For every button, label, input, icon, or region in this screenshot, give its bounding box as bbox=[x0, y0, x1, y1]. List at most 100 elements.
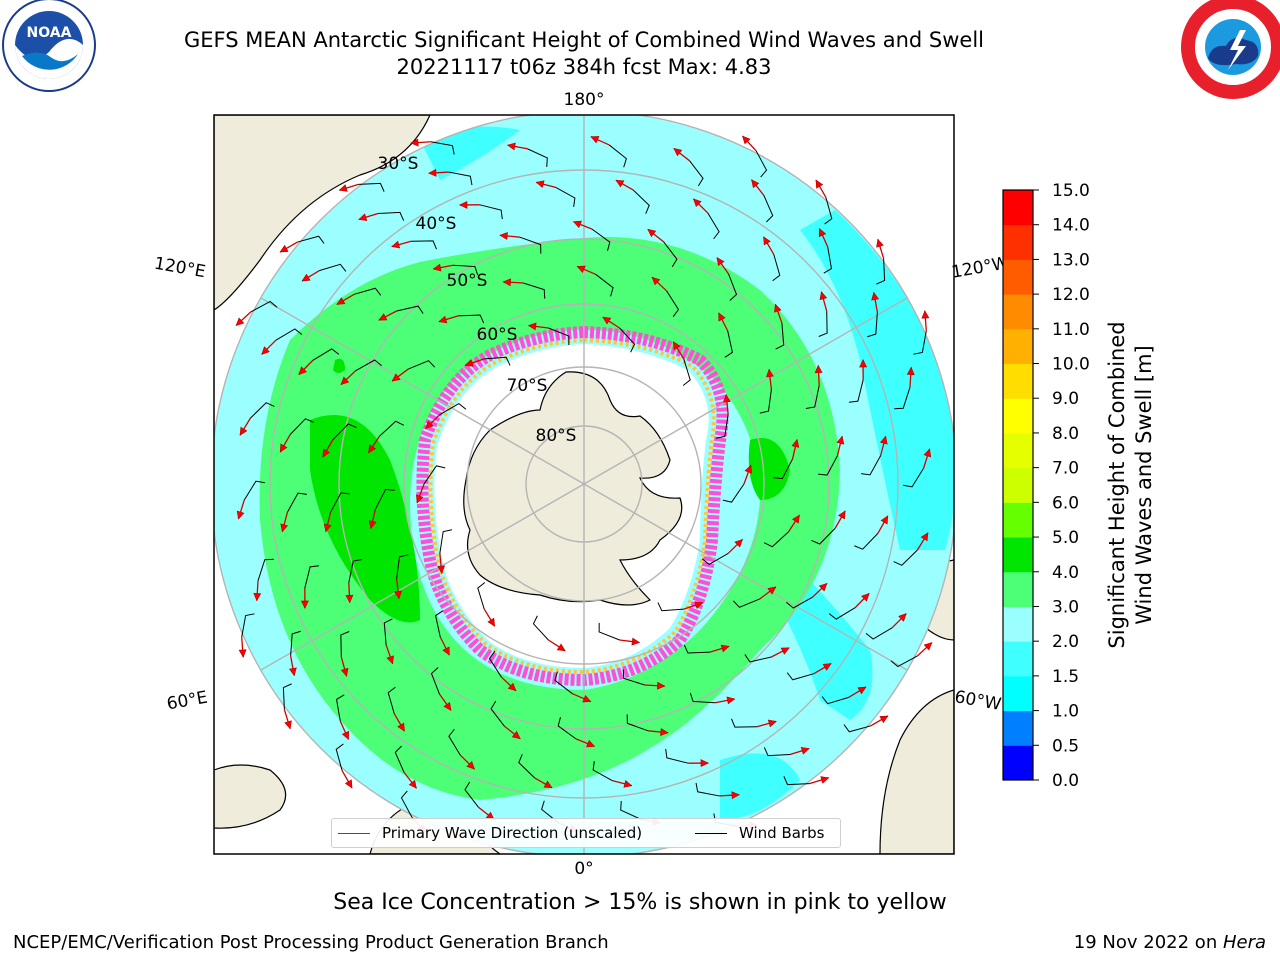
wind-barb bbox=[724, 330, 733, 358]
wave-direction-arrowhead bbox=[499, 232, 508, 240]
wave-direction-arrowhead bbox=[506, 142, 516, 151]
legend-item-wave-direction: Primary Wave Direction (unscaled) bbox=[338, 824, 642, 842]
footer-date-text: 19 Nov 2022 on bbox=[1073, 932, 1223, 953]
colorbar-frame bbox=[1002, 189, 1034, 781]
wind-barb bbox=[701, 552, 729, 565]
wave-direction-arrowhead bbox=[718, 312, 726, 322]
wave-direction-arrowhead bbox=[323, 523, 332, 533]
wind-barb bbox=[379, 420, 405, 437]
wind-barb bbox=[773, 458, 793, 480]
wind-barb bbox=[408, 360, 436, 370]
colorbar: 0.0 0.5 1.0 1.5 2.0 3.0 4.0 5.0 6.0 7.0 8.0 9.0 10.0… bbox=[1002, 181, 1090, 791]
wave-direction-arrowhead bbox=[673, 148, 683, 157]
wave-direction-arrowhead bbox=[358, 213, 368, 221]
lat-label-80s: 80°S bbox=[536, 426, 577, 446]
wind-barb bbox=[786, 596, 813, 609]
wind-barb bbox=[439, 529, 453, 554]
wind-barb bbox=[452, 264, 479, 276]
wind-barb bbox=[763, 531, 789, 548]
wind-barb bbox=[332, 423, 357, 441]
wave-direction-arrowhead bbox=[586, 739, 596, 748]
wind-barb bbox=[786, 672, 814, 681]
wave-direction-arrowhead bbox=[464, 359, 474, 367]
colorbar-tick-label: 0.5 bbox=[1052, 736, 1079, 756]
wave-direction-arrowhead bbox=[876, 238, 884, 248]
wave-direction-arrowhead bbox=[623, 779, 633, 788]
wave-direction-arrowhead bbox=[815, 179, 824, 189]
wave-direction-arrowhead bbox=[572, 220, 582, 229]
wave-direction-arrowhead bbox=[543, 780, 553, 789]
wave-direction-arrowhead bbox=[734, 538, 743, 548]
wave-direction-arrowhead bbox=[238, 649, 247, 658]
wind-barb bbox=[423, 465, 446, 485]
wave-direction-arrowhead bbox=[722, 393, 731, 403]
wave-direction-arrowhead bbox=[253, 592, 262, 602]
wind-barb bbox=[519, 236, 542, 254]
wave-direction-arrowhead bbox=[487, 617, 496, 627]
wave-direction-arrowhead bbox=[301, 273, 311, 282]
footer-credit: NCEP/EMC/Verification Post Processing Pr… bbox=[13, 932, 609, 953]
wave-direction-arrowhead bbox=[428, 168, 437, 177]
wave-direction-arrowhead bbox=[602, 316, 612, 325]
wave-direction-arrowhead bbox=[298, 366, 307, 375]
colorbar-tick-label: 12.0 bbox=[1052, 285, 1090, 305]
colorbar-tick-label: 0.0 bbox=[1052, 771, 1079, 791]
wind-barb bbox=[532, 615, 549, 641]
wave-direction-arrowhead bbox=[791, 438, 800, 448]
wind-barb bbox=[620, 801, 641, 820]
legend-label-wave-direction: Primary Wave Direction (unscaled) bbox=[382, 824, 643, 842]
wave-direction-arrowhead bbox=[726, 696, 736, 705]
wave-direction-arrowhead bbox=[647, 228, 657, 238]
wind-barb bbox=[241, 613, 255, 638]
colorbar-segment bbox=[1003, 606, 1033, 642]
lat-label-70s: 70°S bbox=[507, 376, 548, 396]
wind-barb bbox=[689, 692, 716, 704]
wave-direction-arrowhead bbox=[394, 590, 402, 600]
wave-direction-arrowhead bbox=[284, 720, 292, 730]
wave-direction-arrowhead bbox=[836, 435, 845, 445]
wave-direction-arrowhead bbox=[861, 593, 870, 602]
wind-barb bbox=[824, 197, 833, 225]
wind-barb bbox=[728, 273, 738, 301]
wind-barb bbox=[523, 282, 546, 299]
legend-item-wind-barbs: Wind Barbs bbox=[695, 824, 824, 842]
wind-barb bbox=[744, 654, 772, 663]
wind-barb bbox=[759, 389, 772, 414]
lon-label-bottom: 0° bbox=[574, 859, 593, 879]
colorbar-tick-label: 2.0 bbox=[1052, 632, 1079, 652]
wave-direction-arrowhead bbox=[386, 655, 394, 665]
wave-direction-arrowhead bbox=[731, 791, 740, 800]
wind-barb bbox=[805, 385, 820, 409]
wind-barb bbox=[913, 330, 927, 355]
wind-barb bbox=[243, 480, 265, 501]
lon-label-lower-left: 60°E bbox=[165, 688, 209, 715]
wave-direction-arrowhead bbox=[590, 136, 600, 144]
wave-direction-arrowhead bbox=[300, 600, 309, 609]
wind-barb bbox=[484, 356, 511, 366]
wind-barb bbox=[286, 492, 307, 513]
wind-barb bbox=[358, 182, 385, 192]
wind-barb bbox=[811, 527, 836, 545]
wind-barb bbox=[890, 655, 918, 668]
wave-direction-arrowhead bbox=[368, 444, 376, 454]
nws-logo bbox=[1181, 0, 1280, 99]
wind-barb bbox=[732, 598, 760, 608]
wind-barb bbox=[598, 622, 620, 641]
wave-direction-arrowhead bbox=[235, 317, 245, 326]
wind-barb bbox=[554, 671, 573, 695]
wind-barb bbox=[411, 240, 437, 250]
colorbar-title-line1: Significant Height of Combined bbox=[1105, 321, 1129, 648]
noaa-logo-text: NOAA bbox=[27, 25, 72, 41]
wind-barb bbox=[518, 754, 535, 779]
wave-direction-arrowhead bbox=[631, 637, 641, 646]
wind-barb bbox=[250, 402, 275, 419]
wind-barb bbox=[448, 171, 473, 186]
wave-direction-arrowhead bbox=[921, 310, 930, 319]
wind-barb bbox=[821, 696, 849, 705]
wind-barb bbox=[282, 683, 292, 710]
colorbar-segment bbox=[1003, 675, 1033, 712]
wave-direction-arrowhead bbox=[438, 315, 448, 324]
wind-barb bbox=[354, 287, 382, 296]
map-legend: Primary Wave Direction (unscaled) Wind B… bbox=[331, 818, 841, 848]
wind-barb bbox=[633, 189, 650, 214]
